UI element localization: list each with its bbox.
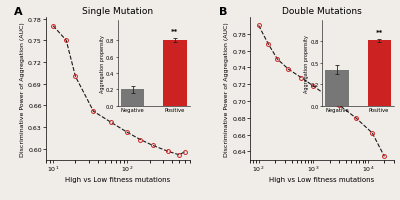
X-axis label: High vs Low fitness mutations: High vs Low fitness mutations <box>270 176 375 182</box>
Title: Single Mutation: Single Mutation <box>82 7 154 16</box>
Y-axis label: Discriminative Power of Aggregation (AUC): Discriminative Power of Aggregation (AUC… <box>20 22 25 156</box>
Y-axis label: Discriminative Power of Aggregation (AUC): Discriminative Power of Aggregation (AUC… <box>224 22 229 156</box>
Text: B: B <box>218 7 227 17</box>
Text: A: A <box>14 7 23 17</box>
X-axis label: High vs Low fitness mutations: High vs Low fitness mutations <box>65 176 170 182</box>
Title: Double Mutations: Double Mutations <box>282 7 362 16</box>
